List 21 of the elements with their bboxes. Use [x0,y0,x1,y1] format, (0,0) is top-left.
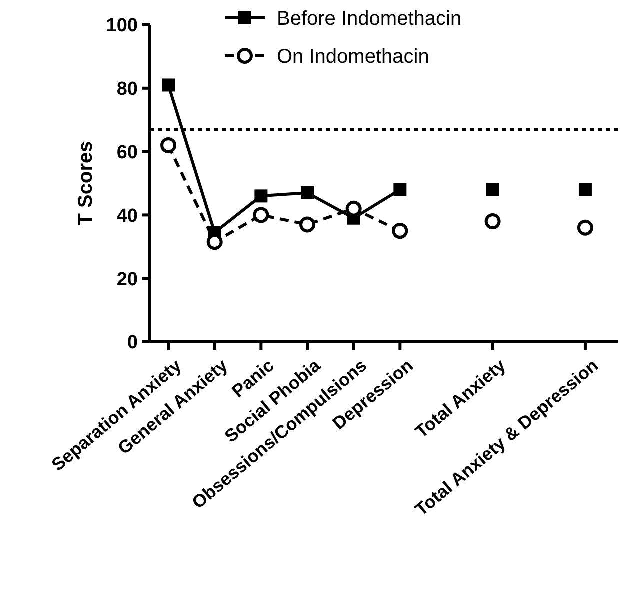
point [484,214,501,230]
legend-label: Before Indomethacin [277,8,462,30]
point [160,137,177,154]
point [300,216,316,233]
legend-label: On Indomethacin [277,46,430,68]
point [162,78,176,92]
point [578,183,592,196]
point [577,220,594,236]
y-tick-label: 80 [116,79,138,100]
point [253,207,270,224]
y-axis-title: T Scores [75,141,97,226]
point [392,223,408,240]
y-tick-label: 100 [106,16,138,37]
y-tick-label: 20 [116,269,138,290]
y-tick-label: 60 [116,142,138,164]
point [254,190,268,203]
point [486,183,500,196]
y-tick-label: 40 [116,206,138,227]
y-tick-label: 0 [127,332,138,354]
point [394,183,407,196]
point [301,186,314,200]
